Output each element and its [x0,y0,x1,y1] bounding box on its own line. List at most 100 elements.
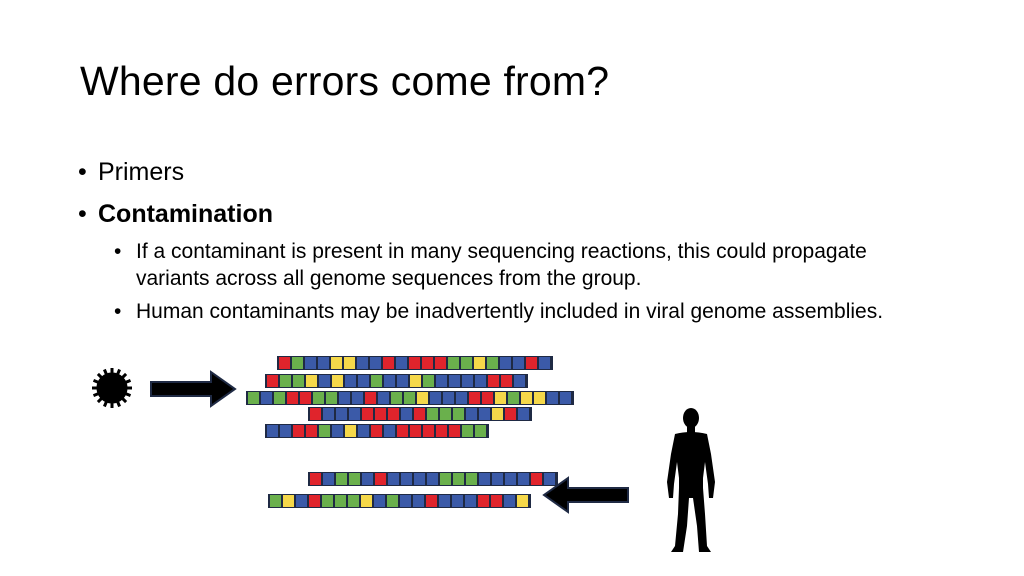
base-cell [410,425,421,437]
base-cell [261,392,272,404]
base-cell [293,425,304,437]
base-cell [374,495,385,507]
base-cell [475,375,486,387]
base-cell [267,425,278,437]
base-cell [492,408,503,420]
base-cell [482,392,493,404]
base-cell [323,408,334,420]
slide-title: Where do errors come from? [80,58,610,104]
base-cell [465,495,476,507]
base-cell [426,495,437,507]
base-cell [384,375,395,387]
base-cell [479,473,490,485]
base-cell [375,408,386,420]
base-cell [422,357,433,369]
base-cell [452,495,463,507]
base-cell [453,408,464,420]
base-cell [410,375,421,387]
human-read-1 [308,472,558,486]
base-cell [362,473,373,485]
base-cell [396,357,407,369]
base-cell [401,408,412,420]
base-cell [322,495,333,507]
base-cell [443,392,454,404]
base-cell [461,357,472,369]
viral-read-4 [308,407,532,421]
arrow-right-icon [150,370,237,408]
base-cell [439,495,450,507]
base-cell [383,357,394,369]
base-cell [500,357,511,369]
base-cell [305,357,316,369]
base-cell [505,473,516,485]
bullet-dot: • [78,200,87,228]
base-cell [505,408,516,420]
base-cell [518,473,529,485]
base-cell [345,375,356,387]
sub-bullet-human: • Human contaminants may be inadvertentl… [114,298,894,325]
base-cell [417,392,428,404]
base-cell [544,473,555,485]
base-cell [370,357,381,369]
base-cell [495,392,506,404]
base-cell [547,392,558,404]
base-cell [435,357,446,369]
base-cell [448,357,459,369]
base-cell [310,473,321,485]
sub-bullet-text: Human contaminants may be inadvertently … [136,300,884,323]
base-cell [462,425,473,437]
base-cell [348,495,359,507]
bullet-item-primers: • Primers [78,156,184,188]
base-cell [513,357,524,369]
base-cell [280,375,291,387]
base-cell [423,375,434,387]
base-cell [280,425,291,437]
bullet-text: Primers [98,158,185,186]
base-cell [270,495,281,507]
base-cell [388,408,399,420]
base-cell [414,473,425,485]
sub-bullet-text: If a contaminant is present in many sequ… [136,240,867,290]
base-cell [310,408,321,420]
base-cell [371,375,382,387]
arrow-left-icon [542,476,629,514]
base-cell [319,375,330,387]
base-cell [362,408,373,420]
base-cell [283,495,294,507]
base-cell [371,425,382,437]
base-cell [357,357,368,369]
base-cell [400,495,411,507]
base-cell [287,392,298,404]
base-cell [319,425,330,437]
human-silhouette-icon [667,408,715,552]
base-cell [449,375,460,387]
base-cell [436,425,447,437]
bullet-dot: • [78,158,87,186]
base-cell [292,357,303,369]
base-cell [469,392,480,404]
base-cell [440,408,451,420]
bullet-text: Contamination [98,200,273,228]
viral-read-5 [265,424,489,438]
virus-icon [92,368,132,408]
base-cell [344,357,355,369]
base-cell [427,408,438,420]
base-cell [331,357,342,369]
base-cell [462,375,473,387]
base-cell [413,495,424,507]
base-cell [478,495,489,507]
base-cell [318,357,329,369]
base-cell [539,357,550,369]
base-cell [378,392,389,404]
base-cell [501,375,512,387]
base-cell [388,473,399,485]
base-cell [279,357,290,369]
base-cell [267,375,278,387]
base-cell [534,392,545,404]
base-cell [332,425,343,437]
base-cell [391,392,402,404]
base-cell [487,357,498,369]
base-cell [466,408,477,420]
base-cell [349,473,360,485]
base-cell [326,392,337,404]
